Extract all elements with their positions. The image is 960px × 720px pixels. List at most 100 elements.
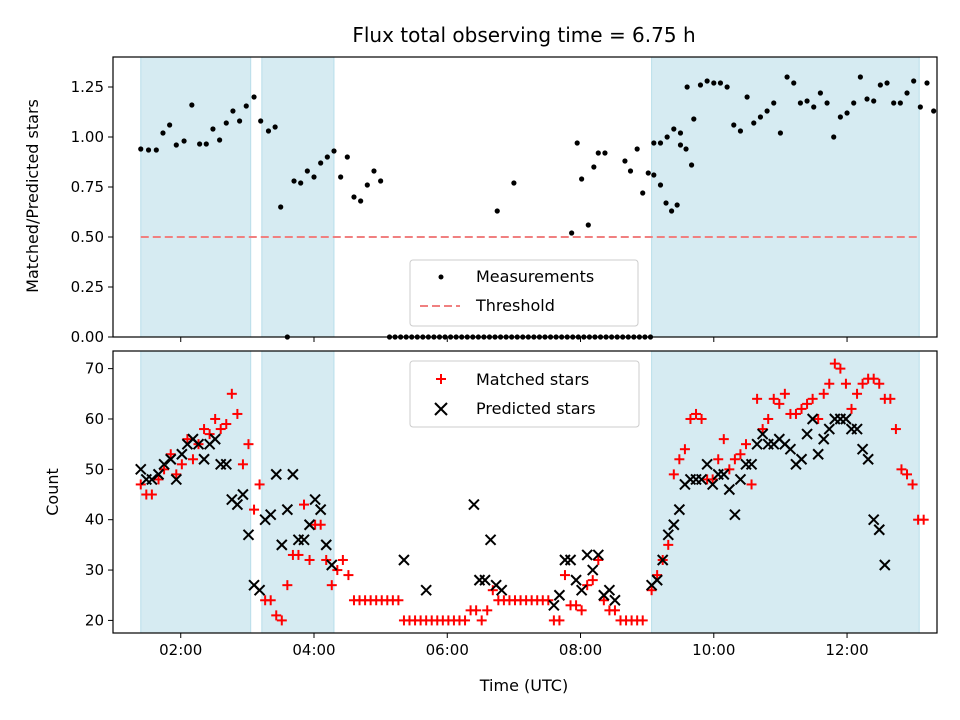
predicted-stars-point: [592, 549, 605, 561]
matched-stars-point: [299, 499, 310, 510]
matched-stars-point: [813, 413, 824, 424]
measurement-point: [857, 74, 863, 80]
measurement-point: [217, 137, 223, 143]
matched-stars-point: [674, 454, 685, 465]
matched-stars-point: [343, 570, 354, 581]
predicted-stars-point: [559, 554, 571, 566]
legend-label-matched: Matched stars: [476, 370, 589, 389]
measurement-point: [704, 78, 710, 84]
predicted-stars-point-b: [170, 473, 183, 486]
predicted-stars-point-b: [673, 503, 686, 516]
top-y-tick-label: 0.75: [71, 178, 104, 196]
predicted-stars-point-b: [237, 488, 249, 501]
predicted-stars-point-b: [490, 579, 502, 591]
predicted-stars-point-b: [303, 519, 316, 531]
predicted-stars-point: [570, 574, 582, 586]
measurement-point: [683, 146, 689, 152]
predicted-stars-point: [270, 468, 282, 481]
predicted-stars-point: [801, 428, 813, 440]
predicted-stars-point-b: [220, 458, 232, 471]
measurement-point: [884, 80, 890, 86]
top-y-tick-label: 1.25: [71, 78, 104, 96]
matched-stars-point: [337, 554, 348, 565]
measurement-point: [651, 172, 657, 178]
matched-stars-point: [857, 378, 868, 389]
predicted-stars-point-b: [314, 503, 327, 516]
matched-stars-point: [637, 615, 648, 626]
measurement-point: [744, 94, 750, 100]
matched-stars-point: [918, 514, 929, 525]
bottom-y-tick-label: 20: [85, 611, 104, 629]
predicted-stars-point-b: [723, 483, 736, 496]
legend-marker-matched: [436, 374, 446, 384]
predicted-stars-point-b: [662, 529, 674, 541]
predicted-stars-point-b: [581, 549, 593, 561]
predicted-stars-point: [468, 498, 480, 511]
matched-stars-point: [321, 554, 332, 565]
matched-stars-point: [668, 469, 679, 480]
top-y-tick-label: 0.25: [71, 278, 104, 296]
predicted-stars-point-b: [253, 584, 266, 596]
matched-stars-point: [593, 554, 604, 565]
matched-stars-point: [868, 373, 879, 384]
matched-stars-point: [718, 434, 729, 445]
predicted-stars-point-b: [135, 463, 147, 476]
predicted-stars-point: [303, 519, 316, 531]
predicted-stars-point: [651, 574, 663, 586]
chart-title: Flux total observing time = 6.75 h: [352, 23, 695, 47]
predicted-stars-point: [220, 458, 232, 471]
matched-stars-point: [232, 408, 243, 419]
predicted-stars-point-b: [242, 529, 255, 541]
predicted-stars-point: [575, 584, 588, 596]
predicted-stars-point: [264, 508, 277, 521]
predicted-stars-point: [564, 554, 577, 566]
predicted-stars-point-b: [326, 559, 338, 571]
matched-stars-point: [243, 439, 254, 450]
predicted-stars-point-b: [298, 534, 310, 546]
measurement-point: [817, 90, 823, 96]
bottom-plot-panel: 20 30 40 50 60 70 02:00 04:00 06:00 08:00 10:00 12:…: [85, 350, 938, 659]
predicted-stars-point-b: [718, 468, 730, 481]
predicted-stars-point: [473, 574, 486, 586]
matched-stars-point: [691, 408, 702, 419]
matched-stars-point: [471, 605, 482, 616]
matched-stars-point: [646, 585, 657, 596]
matched-stars-point: [774, 398, 785, 409]
predicted-stars-point: [695, 473, 708, 486]
predicted-stars-point: [723, 483, 736, 496]
predicted-stars-point-b: [873, 524, 885, 536]
predicted-stars-point-b: [706, 478, 719, 491]
matched-stars-point: [724, 464, 735, 475]
top-y-tick-label: 1.00: [71, 128, 104, 146]
predicted-stars-point: [795, 453, 808, 465]
matched-stars-point: [146, 489, 157, 500]
predicted-stars-point: [320, 539, 332, 551]
measurement-point: [344, 154, 350, 160]
predicted-stars-point: [784, 443, 797, 455]
predicted-stars-point: [662, 529, 674, 541]
measurement-point: [251, 94, 257, 100]
measurement-point: [173, 142, 179, 148]
matched-stars-point: [276, 615, 287, 626]
predicted-stars-point-b: [779, 438, 791, 450]
top-axes-frame: [112, 56, 938, 338]
measurement-point: [731, 122, 737, 128]
predicted-stars-point: [729, 508, 741, 521]
predicted-stars-point-b: [651, 574, 663, 586]
top-plot-panel: 0.00 0.25 0.50 0.75 1.00 1.25: [71, 56, 938, 346]
predicted-stars-point: [587, 564, 599, 576]
measurement-point: [711, 80, 717, 86]
matched-stars-point: [254, 479, 265, 490]
measurement-point: [511, 180, 517, 186]
predicted-stars-point: [326, 559, 338, 571]
matched-stars-point: [779, 388, 790, 399]
measurement-point: [591, 164, 597, 170]
measurement-point: [569, 230, 575, 236]
x-tick-label: 06:00: [426, 641, 469, 659]
measurement-point: [777, 130, 784, 136]
predicted-stars-point: [706, 478, 719, 491]
matched-stars-point: [713, 454, 724, 465]
measurement-point: [364, 182, 370, 188]
predicted-stars-point-b: [695, 473, 708, 486]
predicted-stars-point: [192, 438, 205, 450]
